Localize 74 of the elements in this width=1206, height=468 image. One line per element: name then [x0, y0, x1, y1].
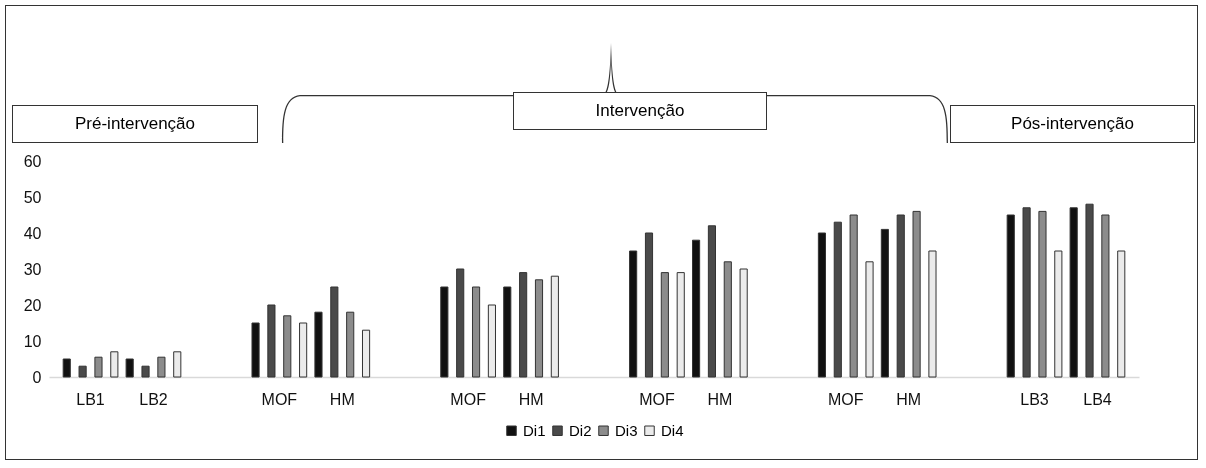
y-tick-label: 20 [23, 296, 42, 314]
bar [361, 329, 371, 378]
bar [78, 365, 87, 378]
x-tick-label: MOF [261, 390, 298, 408]
bar [472, 286, 481, 378]
y-tick-label: 0 [32, 368, 42, 386]
bar [314, 311, 323, 378]
bar [141, 365, 150, 378]
bar [456, 268, 465, 378]
bar [440, 286, 449, 378]
bar [896, 214, 905, 378]
bar [503, 286, 512, 378]
x-tick-label: LB2 [139, 390, 168, 408]
text: Pós-intervenção [950, 105, 1195, 143]
bar [1006, 214, 1015, 378]
bar [534, 279, 544, 378]
x-tick-label: LB3 [1020, 390, 1049, 408]
bar [833, 221, 842, 378]
x-tick-label: HM [329, 390, 355, 408]
x-tick-label: MOF [639, 390, 675, 408]
x-tick-label: MOF [450, 390, 487, 408]
bar [1101, 214, 1110, 378]
bar [707, 225, 716, 378]
bar [849, 214, 858, 378]
bar [251, 322, 260, 378]
bar [723, 261, 732, 378]
x-tick-label: LB1 [76, 390, 105, 408]
bar [629, 250, 638, 378]
bar [865, 261, 874, 378]
x-tick-label: MOF [827, 390, 864, 408]
y-tick-label: 30 [23, 260, 42, 278]
bar [676, 272, 685, 378]
bar [644, 232, 654, 378]
bar [880, 228, 889, 378]
bar [928, 250, 937, 378]
bar [94, 356, 103, 378]
text: Intervenção [513, 92, 767, 130]
bar [346, 311, 355, 378]
bar [283, 315, 292, 378]
legend-label: Di4 [661, 421, 684, 439]
bar [660, 272, 669, 378]
bar [299, 322, 308, 378]
bar [1038, 210, 1047, 378]
bar [267, 304, 276, 378]
bar [157, 356, 166, 378]
text: Pré-intervenção [12, 105, 258, 143]
bar [550, 275, 559, 378]
bar [817, 232, 827, 378]
bar [173, 351, 182, 378]
x-tick-label: HM [896, 390, 922, 408]
y-tick-label: 50 [23, 188, 42, 206]
bar [125, 358, 134, 378]
y-tick-label: 40 [23, 224, 42, 242]
bar [1022, 207, 1031, 378]
bar [1069, 207, 1078, 378]
bar [519, 272, 528, 378]
bar [912, 210, 921, 378]
legend-label: Di2 [569, 421, 592, 439]
bar [487, 304, 496, 378]
bar [62, 358, 71, 378]
x-tick-label: HM [707, 390, 733, 408]
y-tick-label: 10 [23, 332, 42, 350]
bar [110, 351, 119, 378]
x-tick-label: HM [518, 390, 544, 408]
legend-label: Di3 [615, 421, 638, 439]
bar [1117, 250, 1126, 378]
y-tick-label: 60 [23, 152, 42, 170]
bar [692, 239, 701, 378]
bar [330, 286, 339, 378]
bar [1054, 250, 1063, 378]
legend-label: Di1 [523, 421, 546, 439]
bar [739, 268, 748, 378]
x-tick-label: LB4 [1083, 390, 1112, 408]
bar [1085, 203, 1094, 378]
